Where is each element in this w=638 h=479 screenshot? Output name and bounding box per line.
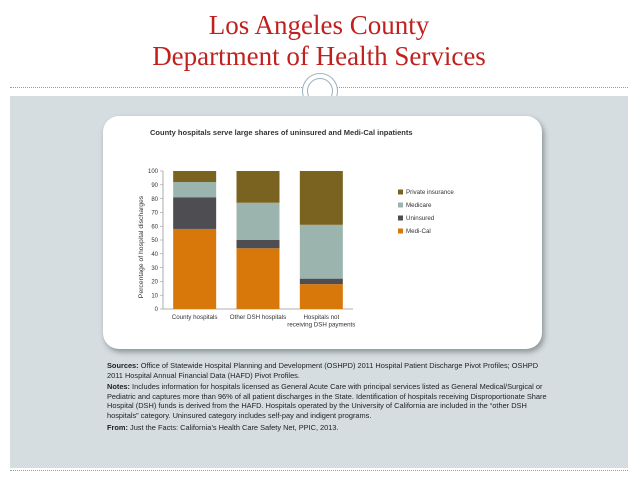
bar-segment-medi-cal bbox=[299, 284, 343, 309]
legend-label: Uninsured bbox=[406, 215, 435, 222]
x-tick-label: Other DSH hospitals bbox=[230, 314, 286, 321]
chart-card: County hospitals serve large shares of u… bbox=[103, 116, 542, 349]
x-tick-label: Hospitals not receiving DSH payments bbox=[287, 314, 355, 329]
bottom-divider bbox=[10, 470, 628, 471]
title-line-1: Los Angeles County bbox=[208, 10, 430, 40]
legend-label: Private insurance bbox=[406, 189, 454, 196]
x-tick-labels: County hospitals Other DSH hospitals Hospi… bbox=[172, 314, 356, 329]
bar-segment-medi-cal bbox=[236, 248, 280, 309]
notes-paragraph: Notes: Includes information for hospital… bbox=[107, 382, 547, 420]
y-tick-label: 40 bbox=[151, 252, 158, 258]
bar-segment-medicare bbox=[236, 202, 280, 240]
bar-segment-uninsured bbox=[299, 278, 343, 285]
bar-segment-uninsured bbox=[236, 240, 280, 249]
bar-segment-private-insurance bbox=[173, 171, 217, 183]
y-tick-label: 20 bbox=[151, 280, 158, 286]
legend-swatch bbox=[398, 215, 403, 221]
bar-segment-private-insurance bbox=[299, 171, 343, 225]
y-tick-label: 0 bbox=[155, 307, 159, 313]
y-tick-label: 70 bbox=[151, 211, 158, 217]
legend-swatch bbox=[398, 202, 403, 208]
chart-title: County hospitals serve large shares of u… bbox=[150, 128, 413, 137]
bar-segment-uninsured bbox=[173, 197, 217, 229]
y-tick-label: 60 bbox=[151, 224, 158, 230]
y-tick-label: 100 bbox=[148, 169, 159, 175]
sources-paragraph: Sources: Office of Statewide Hospital Pl… bbox=[107, 361, 547, 380]
bars bbox=[173, 171, 343, 309]
sources-label: Sources: bbox=[107, 361, 139, 370]
legend-swatch bbox=[398, 228, 403, 234]
y-tick-label: 80 bbox=[151, 197, 158, 203]
bar-segment-medicare bbox=[173, 182, 217, 198]
notes-block: Sources: Office of Statewide Hospital Pl… bbox=[107, 361, 547, 434]
bar-segment-medi-cal bbox=[173, 228, 217, 309]
y-tick-label: 10 bbox=[151, 293, 158, 299]
y-tick-label: 90 bbox=[151, 183, 158, 189]
notes-text: Includes information for hospitals licen… bbox=[107, 382, 547, 420]
bar-segment-private-insurance bbox=[236, 171, 280, 203]
from-paragraph: From: Just the Facts: California’s Healt… bbox=[107, 423, 547, 433]
from-label: From: bbox=[107, 422, 128, 432]
legend-swatch bbox=[398, 189, 403, 195]
from-text: Just the Facts: California’s Health Care… bbox=[127, 422, 339, 432]
stacked-bar-chart: County hospitals serve large shares of u… bbox=[138, 128, 454, 329]
y-tick-label: 50 bbox=[151, 238, 158, 244]
legend-label: Medi-Cal bbox=[406, 228, 431, 235]
x-tick-label: County hospitals bbox=[172, 314, 218, 321]
title-line-2: Department of Health Services bbox=[152, 41, 486, 71]
notes-label: Notes: bbox=[107, 382, 130, 392]
y-tick-label: 30 bbox=[151, 266, 158, 272]
slide-title: Los Angeles County Department of Health … bbox=[0, 10, 638, 72]
legend-label: Medicare bbox=[406, 202, 432, 209]
legend: Private insurance Medicare Uninsured Medi-C… bbox=[398, 189, 454, 235]
bar-segment-medicare bbox=[299, 224, 343, 279]
sources-text: Office of Statewide Hospital Planning an… bbox=[107, 361, 539, 380]
y-axis-label: Percentage of hospital discharges bbox=[138, 195, 145, 298]
